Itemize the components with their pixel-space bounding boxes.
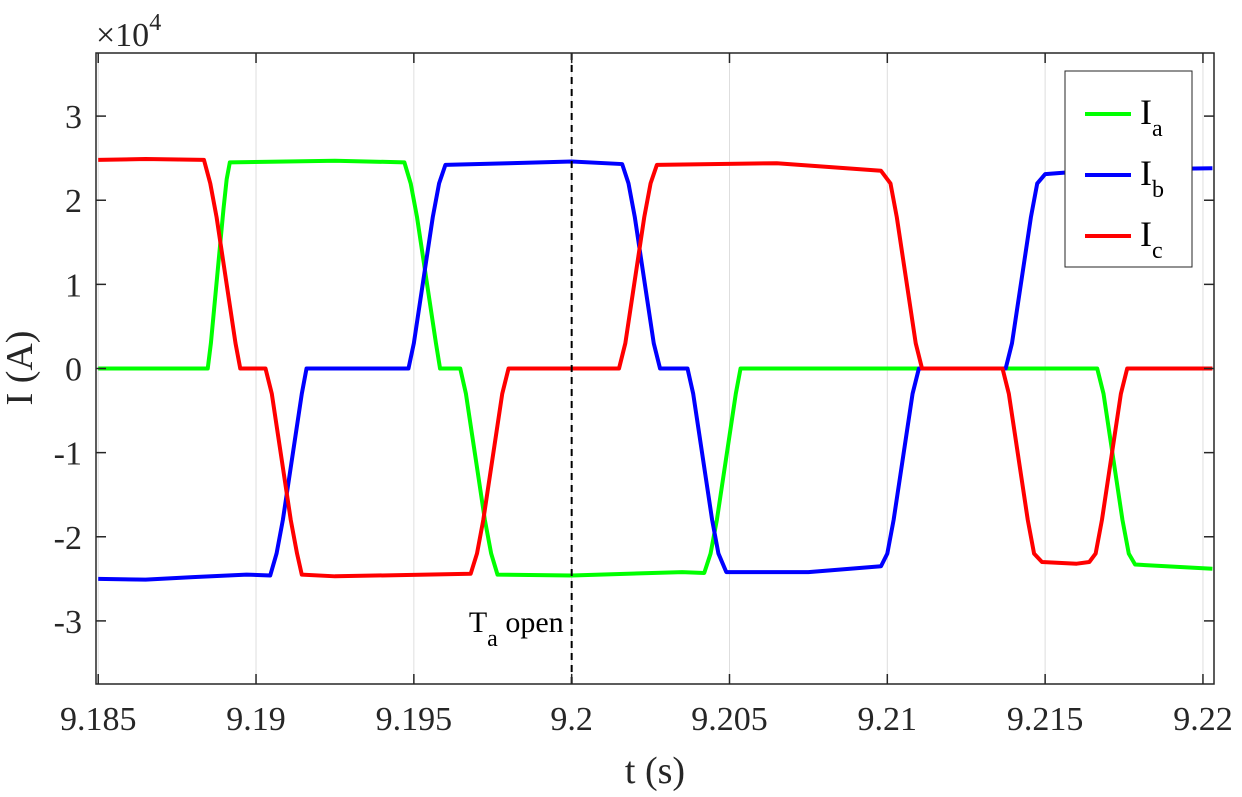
x-tick-label: 9.205 — [691, 701, 768, 738]
x-axis-label: t (s) — [625, 750, 685, 792]
y-exponent-base: ×10 — [96, 17, 149, 54]
y-exponent-label: ×104 — [96, 10, 161, 54]
y-exponent-power: 4 — [149, 10, 161, 36]
series-lines — [98, 157, 1213, 582]
legend-label: Ib — [1140, 153, 1164, 203]
y-tick-label: 3 — [65, 99, 82, 136]
event-annotation: Ta open — [469, 606, 564, 652]
ticks: 9.185 9.19 9.195 9.2 9.205 9.21 9.215 9.22 -3 -2 -… — [54, 53, 1233, 738]
y-tick-label: -2 — [54, 520, 82, 557]
y-tick-label: -1 — [54, 436, 82, 473]
y-axis-label: I (A) — [0, 331, 41, 406]
x-tick-label: 9.22 — [1173, 701, 1233, 738]
series-line-ic — [98, 157, 1213, 579]
x-tick-label: 9.19 — [226, 701, 286, 738]
x-tick-label: 9.215 — [1007, 701, 1084, 738]
annotation-group: Ta open — [469, 53, 573, 684]
x-tick-label: 9.2 — [550, 701, 593, 738]
x-tick-label: 9.185 — [60, 701, 137, 738]
y-tick-label: 0 — [65, 352, 82, 389]
legend: Ia Ib Ic — [1064, 70, 1193, 268]
series-line-ia — [98, 158, 1213, 578]
y-tick-label: 1 — [65, 267, 82, 304]
x-tick-label: 9.195 — [376, 701, 453, 738]
x-tick-label: 9.21 — [858, 701, 918, 738]
y-tick-label: -3 — [54, 604, 82, 641]
y-tick-label: 2 — [65, 183, 82, 220]
legend-label: Ic — [1140, 214, 1163, 264]
legend-label: Ia — [1140, 92, 1163, 142]
